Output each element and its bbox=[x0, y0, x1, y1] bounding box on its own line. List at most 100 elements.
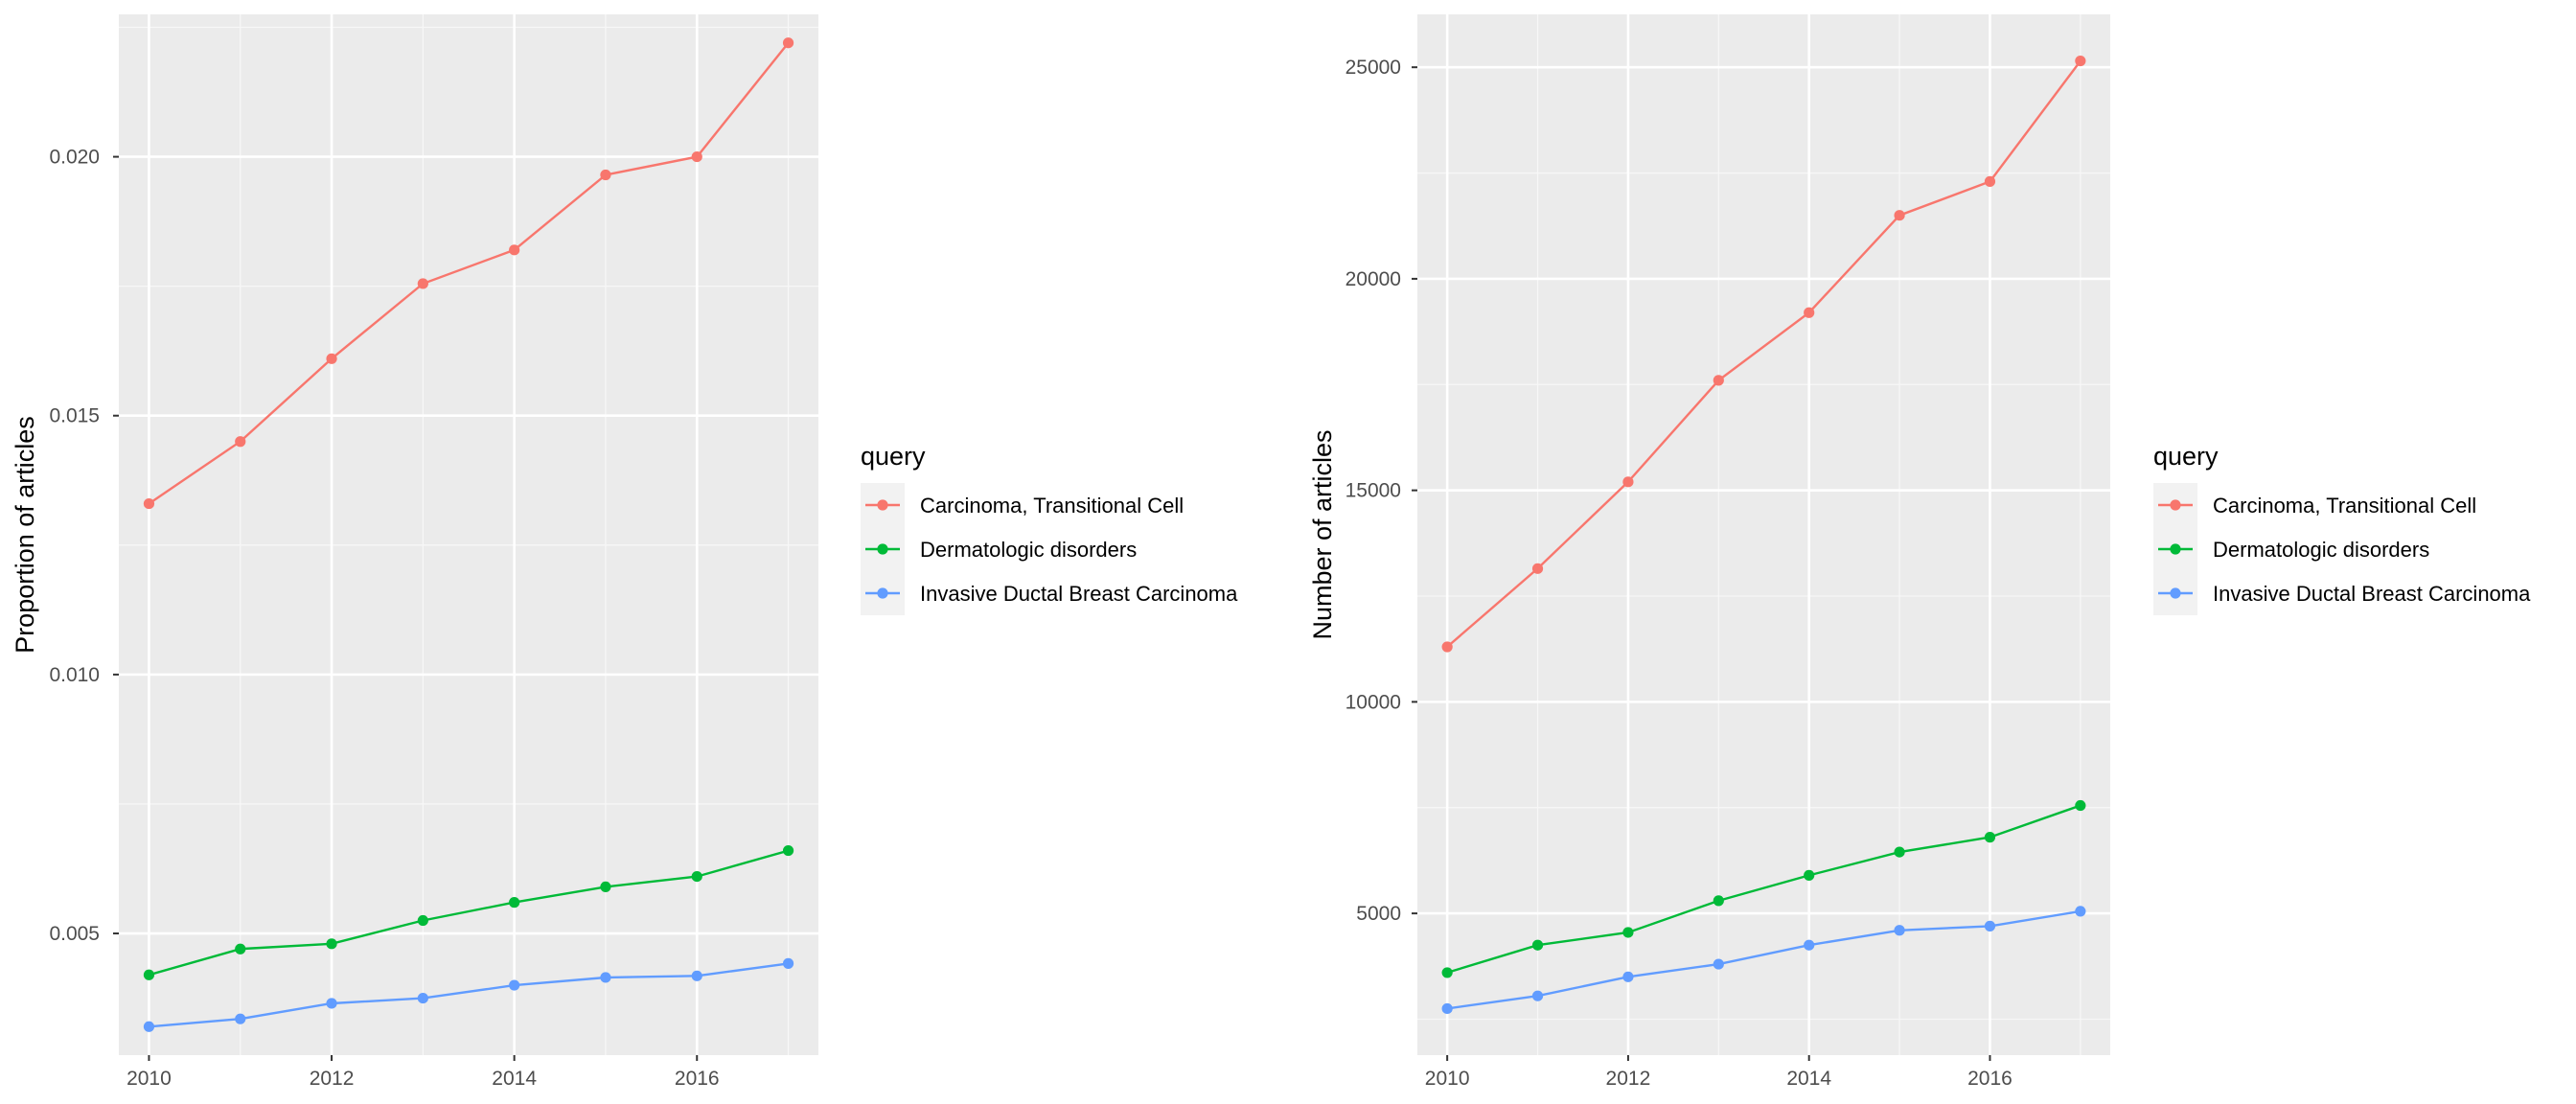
legend-entry-label: Dermatologic disorders bbox=[920, 538, 1137, 562]
data-point bbox=[782, 37, 794, 49]
data-point bbox=[782, 844, 794, 857]
data-point bbox=[1531, 990, 1544, 1001]
data-point bbox=[143, 497, 155, 510]
data-point bbox=[691, 150, 702, 163]
plot-panel bbox=[1417, 14, 2110, 1055]
series-line bbox=[1446, 804, 2082, 975]
y-axis-title: Proportion of articles bbox=[11, 416, 39, 654]
data-point bbox=[1984, 920, 1996, 932]
series bbox=[1441, 906, 2086, 1015]
data-point bbox=[509, 897, 520, 908]
data-point bbox=[600, 972, 611, 983]
data-point bbox=[1622, 971, 1634, 982]
y-tick-label: 0.005 bbox=[49, 923, 100, 945]
series bbox=[1441, 799, 2086, 978]
data-point bbox=[417, 914, 428, 927]
x-tick-label: 2016 bbox=[675, 1068, 720, 1090]
data-point bbox=[2075, 55, 2086, 67]
series-line bbox=[149, 962, 789, 1028]
legend-title: query bbox=[861, 442, 926, 471]
data-point bbox=[143, 969, 155, 980]
data-point bbox=[417, 278, 428, 289]
y-axis-title: Number of articles bbox=[1308, 429, 1337, 639]
data-point bbox=[691, 870, 702, 883]
legend-key-point bbox=[877, 587, 888, 599]
y-tick-label: 15000 bbox=[1346, 480, 1401, 502]
data-point bbox=[2075, 799, 2086, 812]
series-line bbox=[1446, 59, 2082, 648]
data-point bbox=[417, 992, 428, 1004]
data-point bbox=[691, 970, 702, 981]
data-point bbox=[1984, 175, 1996, 187]
data-point bbox=[1804, 939, 1815, 951]
y-tick-label: 25000 bbox=[1346, 57, 1401, 79]
series-line bbox=[1446, 909, 2082, 1010]
data-point bbox=[1441, 641, 1453, 653]
data-point bbox=[1713, 958, 1724, 970]
y-tick-label: 5000 bbox=[1356, 903, 1401, 925]
legend-entry-label: Dermatologic disorders bbox=[2213, 538, 2429, 562]
x-tick-label: 2012 bbox=[1606, 1068, 1651, 1090]
data-point bbox=[1894, 210, 1905, 221]
data-point bbox=[235, 1013, 246, 1024]
legend-entry-label: Carcinoma, Transitional Cell bbox=[2213, 494, 2476, 518]
legend-key-point bbox=[877, 499, 888, 511]
series bbox=[143, 844, 794, 980]
legend-entry-label: Carcinoma, Transitional Cell bbox=[920, 494, 1184, 518]
data-point bbox=[1622, 476, 1634, 488]
y-tick-label: 0.020 bbox=[49, 147, 100, 169]
data-point bbox=[600, 169, 611, 181]
legend-entry-label: Invasive Ductal Breast Carcinoma bbox=[2213, 582, 2531, 606]
series bbox=[143, 957, 794, 1032]
y-tick-label: 0.010 bbox=[49, 664, 100, 686]
legend-title: query bbox=[2153, 442, 2219, 471]
data-point bbox=[143, 1021, 155, 1032]
data-point bbox=[1441, 967, 1453, 978]
series-line bbox=[149, 849, 789, 977]
data-point bbox=[1622, 927, 1634, 938]
series bbox=[143, 37, 794, 510]
data-point bbox=[1804, 307, 1815, 318]
legend-key-point bbox=[2170, 543, 2181, 555]
x-tick-label: 2010 bbox=[1425, 1068, 1470, 1090]
y-tick-label: 20000 bbox=[1346, 268, 1401, 290]
legend: query Carcinoma, Transitional Cell Dermato… bbox=[861, 442, 1238, 615]
data-point bbox=[1894, 925, 1905, 936]
data-point bbox=[2075, 906, 2086, 917]
data-point bbox=[235, 436, 246, 448]
series bbox=[1441, 55, 2086, 653]
x-tick-label: 2016 bbox=[1967, 1068, 2012, 1090]
x-tick-label: 2012 bbox=[310, 1068, 355, 1090]
x-tick-label: 2010 bbox=[126, 1068, 172, 1090]
data-point bbox=[1441, 1002, 1453, 1015]
data-point bbox=[600, 881, 611, 893]
data-point bbox=[1984, 832, 1996, 843]
y-tick-label: 10000 bbox=[1346, 691, 1401, 713]
legend-entry-label: Invasive Ductal Breast Carcinoma bbox=[920, 582, 1238, 606]
data-point bbox=[509, 979, 520, 991]
data-point bbox=[782, 957, 794, 969]
data-point bbox=[235, 943, 246, 954]
data-point bbox=[1531, 939, 1544, 951]
plot-panel bbox=[119, 14, 818, 1055]
legend-key-point bbox=[877, 543, 888, 555]
legend-key-point bbox=[2170, 499, 2181, 511]
legend: query Carcinoma, Transitional Cell Dermato… bbox=[2153, 442, 2531, 615]
data-point bbox=[1713, 375, 1724, 386]
data-point bbox=[1804, 869, 1815, 881]
data-point bbox=[326, 353, 337, 364]
x-tick-label: 2014 bbox=[1786, 1068, 1831, 1090]
data-point bbox=[1894, 846, 1905, 858]
data-point bbox=[509, 244, 520, 256]
data-point bbox=[1531, 563, 1544, 574]
right-chart: 2010 2012 2014 2016 5000 10000 15000 20000 25000… bbox=[1308, 14, 2531, 1090]
data-point bbox=[1713, 895, 1724, 907]
x-tick-label: 2014 bbox=[492, 1068, 537, 1090]
left-chart: 2010 2012 2014 2016 0.005 0.010 0.015 0.020 Prop… bbox=[11, 14, 1238, 1090]
data-point bbox=[326, 998, 337, 1009]
legend-key-point bbox=[2170, 587, 2181, 599]
data-point bbox=[326, 938, 337, 950]
y-tick-label: 0.015 bbox=[49, 405, 100, 427]
series-line bbox=[148, 41, 790, 505]
